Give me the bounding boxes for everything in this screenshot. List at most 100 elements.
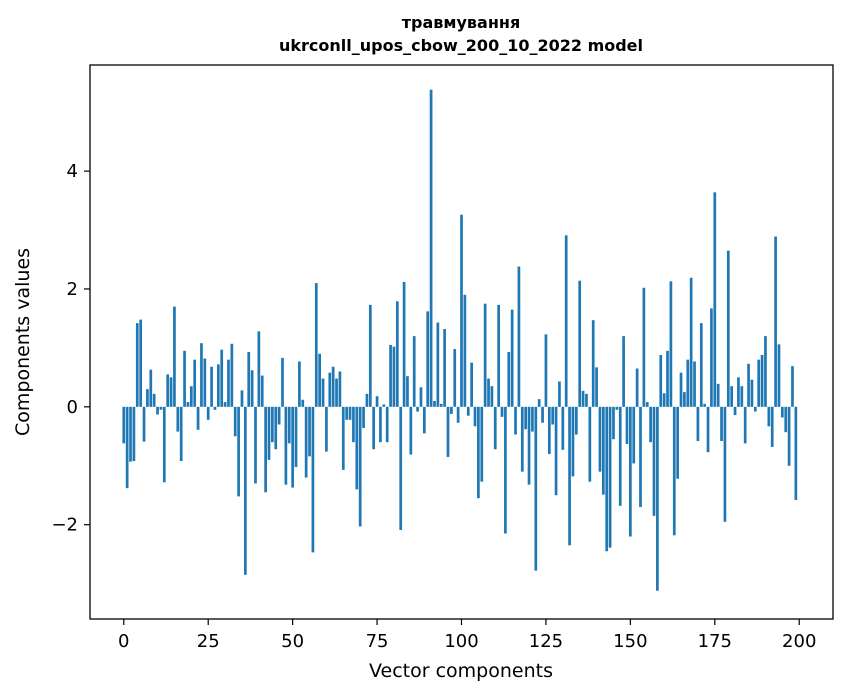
bar-136	[581, 390, 585, 407]
bar-148	[622, 336, 625, 407]
bar-112	[500, 406, 504, 417]
bar-21	[193, 359, 197, 407]
bar-111	[497, 304, 500, 407]
bar-42	[264, 406, 267, 493]
bar-9	[152, 393, 156, 407]
bar-14	[169, 377, 173, 407]
bar-135	[578, 280, 582, 407]
bar-167	[686, 359, 690, 407]
bar-106	[480, 406, 484, 482]
bar-189	[760, 354, 764, 407]
bar-133	[571, 406, 575, 477]
bar-71	[362, 406, 365, 429]
bar-129	[558, 381, 561, 407]
x-tick-label-200: 200	[782, 631, 816, 652]
bar-182	[737, 377, 740, 407]
bar-172	[703, 403, 707, 407]
bar-196	[784, 406, 788, 433]
bar-103	[470, 362, 473, 407]
bar-26	[210, 366, 213, 407]
bar-15	[173, 306, 176, 407]
bar-176	[716, 383, 720, 407]
bar-22	[196, 406, 200, 430]
bar-188	[757, 359, 761, 407]
bar-109	[490, 386, 494, 407]
bar-51	[294, 406, 298, 467]
bar-75	[375, 396, 379, 407]
bar-130	[561, 406, 565, 450]
bar-115	[510, 309, 514, 407]
bar-38	[250, 370, 254, 407]
bar-40	[257, 331, 261, 407]
bar-24	[203, 358, 207, 407]
bar-185	[747, 363, 750, 407]
bar-151	[632, 406, 636, 464]
bar-70	[358, 406, 362, 527]
bar-10	[156, 406, 159, 415]
bar-55	[308, 406, 311, 457]
bar-34	[237, 406, 240, 497]
bar-67	[348, 406, 352, 420]
bar-73	[368, 304, 372, 407]
bar-139	[591, 320, 595, 407]
bar-155	[645, 402, 649, 407]
bar-80	[392, 346, 396, 407]
y-tick-label-0: 0	[67, 397, 78, 418]
bar-68	[352, 406, 355, 443]
bar-123	[537, 399, 541, 407]
bar-170	[696, 406, 700, 442]
bar-18	[183, 350, 186, 407]
bar-119	[524, 406, 528, 430]
bar-57	[314, 283, 318, 407]
x-tick-label-50: 50	[281, 631, 304, 652]
bar-66	[345, 406, 349, 420]
bar-83	[402, 281, 406, 407]
bar-198	[791, 366, 794, 407]
bar-94	[439, 403, 443, 407]
bar-46	[277, 406, 281, 425]
bar-105	[477, 406, 480, 499]
bar-43	[267, 406, 271, 460]
bar-190	[764, 336, 767, 407]
bar-36	[244, 406, 247, 575]
bar-108	[487, 378, 490, 407]
bar-63	[335, 378, 338, 407]
bar-90	[426, 311, 430, 407]
bar-7	[146, 389, 149, 407]
bar-85	[409, 406, 413, 455]
bar-89	[423, 406, 426, 434]
bar-158	[656, 406, 659, 591]
x-axis-label: Vector components	[369, 660, 553, 682]
bar-72	[365, 393, 369, 407]
x-tick-label-150: 150	[613, 631, 647, 652]
y-axis-label: Components values	[12, 248, 34, 436]
bar-69	[355, 406, 359, 490]
bar-41	[260, 375, 264, 407]
bar-180	[730, 386, 734, 407]
bar-114	[507, 352, 511, 407]
y-tick-label--2: −2	[51, 515, 78, 536]
bar-5	[139, 319, 143, 407]
chart-title-line1: травмування	[402, 13, 520, 32]
bar-47	[281, 357, 284, 407]
bar-144	[608, 406, 612, 548]
bar-140	[595, 367, 598, 407]
bar-99	[456, 406, 460, 423]
bar-61	[328, 372, 332, 407]
bar-113	[504, 406, 507, 534]
bar-16	[176, 406, 180, 432]
bar-179	[726, 250, 730, 407]
bar-3	[132, 406, 136, 462]
plot-area-frame	[89, 64, 834, 620]
bar-81	[395, 301, 399, 407]
x-tick-label-75: 75	[366, 631, 389, 652]
bar-56	[311, 406, 315, 553]
bar-19	[186, 402, 190, 407]
bar-59	[321, 378, 325, 407]
bar-98	[453, 349, 457, 407]
bar-147	[618, 406, 622, 506]
x-tick-label-125: 125	[529, 631, 563, 652]
bar-107	[483, 303, 487, 407]
bar-150	[629, 406, 632, 537]
